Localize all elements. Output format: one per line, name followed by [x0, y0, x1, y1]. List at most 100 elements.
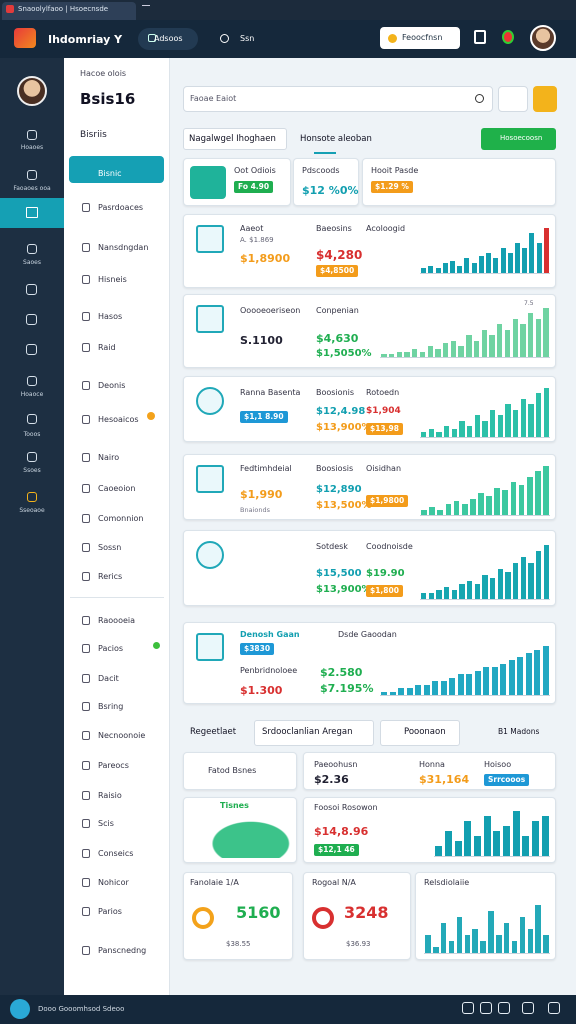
nav-icon[interactable] [82, 343, 90, 352]
nav-icon[interactable] [82, 946, 90, 955]
card[interactable]: Relsdiolaiie [415, 872, 556, 960]
nav-item[interactable]: Hesoaicos [98, 415, 139, 424]
sidebar-label[interactable]: Saoes [23, 259, 41, 266]
nav-icon[interactable] [82, 453, 90, 462]
nav-icon[interactable] [82, 907, 90, 916]
nav-item[interactable]: Hisneis [98, 275, 127, 284]
header-link[interactable]: Ssn [240, 34, 255, 43]
nav-icon[interactable] [82, 243, 90, 252]
card[interactable]: Foosoi Rosowon $14,8.96 $12,1 46 [303, 797, 556, 863]
sidebar-label[interactable]: Ssoes [23, 467, 41, 474]
user-avatar[interactable] [530, 25, 556, 51]
sidebar-icon[interactable] [26, 284, 37, 295]
main-search[interactable] [183, 86, 493, 112]
card[interactable]: Paeoohusn $2.36 Honna $31,164 Hoisoo Srrcooos [303, 752, 556, 790]
card[interactable]: Fanolaie 1/A 5160 $38.55 [183, 872, 293, 960]
nav-icon[interactable] [82, 819, 90, 828]
notify-icon[interactable] [474, 30, 486, 44]
lower-tab[interactable]: Regeetlaet [190, 727, 237, 737]
sidebar-icon[interactable] [27, 376, 37, 386]
nav-icon[interactable] [82, 484, 90, 493]
action-button[interactable] [481, 128, 556, 150]
sidebar-label[interactable]: Sseoaoe [19, 507, 45, 514]
nav-icon[interactable] [82, 702, 90, 711]
nav-item[interactable]: Nohicor [98, 878, 129, 887]
card[interactable]: Hooit Pasde $1.29 % [362, 158, 556, 206]
main-tab[interactable]: Honsote aleoban [300, 134, 372, 144]
nav-icon[interactable] [82, 514, 90, 523]
lower-tab[interactable]: Srdooclanlian Aregan [262, 727, 353, 737]
action-button-label[interactable]: Hosoecoosn [500, 134, 543, 142]
footer-button[interactable] [498, 1002, 510, 1014]
sidebar-icon[interactable] [27, 244, 37, 254]
lower-tab[interactable]: B1 Madons [498, 727, 540, 736]
nav-item[interactable]: Bsring [98, 702, 124, 711]
lower-tab-box[interactable] [380, 720, 460, 746]
nav-item[interactable]: Dacit [98, 674, 119, 683]
sidebar-icon[interactable] [27, 492, 37, 502]
footer-button[interactable] [548, 1002, 560, 1014]
nav-icon[interactable] [82, 731, 90, 740]
card[interactable]: Fatod Bsnes [183, 752, 297, 790]
nav-icon[interactable] [82, 878, 90, 887]
tab-box[interactable] [183, 128, 287, 150]
nav-icon[interactable] [82, 312, 90, 321]
nav-item[interactable]: Panscnedng [98, 946, 147, 955]
card[interactable]: Denosh Gaan $3830 Dsde Gaoodan Penbridnoloe… [183, 622, 556, 704]
card[interactable]: Aaeot A. $1.869 $1,8900 Baeosins $4,280 $4,85… [183, 214, 556, 288]
footer-button[interactable] [480, 1002, 492, 1014]
nav-item[interactable]: Nairo [98, 453, 120, 462]
nav-icon[interactable] [82, 415, 90, 424]
nav-icon[interactable] [82, 616, 90, 625]
alert-icon[interactable] [502, 30, 514, 44]
settings-button[interactable] [533, 86, 557, 112]
nav-icon[interactable] [82, 761, 90, 770]
sidebar-label[interactable]: Hoaoes [20, 144, 44, 151]
sidebar-icon[interactable] [27, 414, 37, 424]
nav-icon[interactable] [82, 381, 90, 390]
nav-icon[interactable] [82, 572, 90, 581]
nav-item[interactable]: Pasrdoaces [98, 203, 144, 212]
sidebar-label[interactable]: Faoaoes ooa [13, 185, 51, 192]
nav-item[interactable]: Conseics [98, 849, 134, 858]
nav-icon[interactable] [82, 543, 90, 552]
nav-item[interactable]: Sossn [98, 543, 122, 552]
nav-item[interactable]: Deonis [98, 381, 126, 390]
main-search-label[interactable]: Faoae Eaiot [190, 94, 237, 103]
sidebar-icon[interactable] [27, 452, 37, 462]
nav-icon[interactable] [82, 275, 90, 284]
sidebar-label[interactable]: Tooos [23, 431, 41, 438]
nav-item[interactable]: Necnoonoie [98, 731, 146, 740]
card[interactable]: Fedtimhdeial $1,990 Bnaionds Boosiosis $12,8… [183, 454, 556, 520]
card[interactable]: Ooooeoeriseon S.1100 Conpenian $4,630 $1,505… [183, 294, 556, 368]
card[interactable]: Rogoal N/A 3248 $36.93 [303, 872, 411, 960]
nav-icon[interactable] [82, 791, 90, 800]
nav-icon[interactable] [82, 203, 90, 212]
browser-tab[interactable] [2, 2, 136, 20]
nav-item[interactable]: Bisnic [98, 169, 122, 178]
nav-icon[interactable] [82, 849, 90, 858]
footer-button[interactable] [522, 1002, 534, 1014]
header-button[interactable] [380, 27, 460, 49]
toggle-button[interactable] [498, 86, 528, 112]
card[interactable]: Ranna Basenta $1,1 8.90 Boosionis $12,4.98 $… [183, 376, 556, 442]
nav-item[interactable]: Scis [98, 819, 114, 828]
header-button-label[interactable]: Feoocfnsn [402, 33, 443, 42]
main-tab[interactable]: Nagalwgel Ihoghaen [189, 134, 276, 144]
sidebar-active[interactable] [0, 198, 64, 228]
nav-item[interactable]: Caoeoion [98, 484, 136, 493]
tab-close[interactable] [122, 5, 129, 13]
lower-tab-box[interactable] [254, 720, 374, 746]
nav-item[interactable]: Pareocs [98, 761, 129, 770]
nav-icon[interactable] [82, 644, 90, 653]
sidebar-icon[interactable] [26, 314, 37, 325]
nav-item[interactable]: Raisio [98, 791, 122, 800]
nav-item[interactable]: Nansdngdan [98, 243, 149, 252]
lower-tab[interactable]: Pooonaon [404, 727, 446, 737]
header-search[interactable] [138, 28, 198, 50]
sidebar-icon[interactable] [26, 344, 37, 355]
sidebar-icon[interactable] [27, 170, 37, 180]
nav-active[interactable] [69, 156, 164, 183]
sidebar-icon[interactable] [27, 130, 37, 140]
new-tab[interactable] [142, 5, 150, 13]
